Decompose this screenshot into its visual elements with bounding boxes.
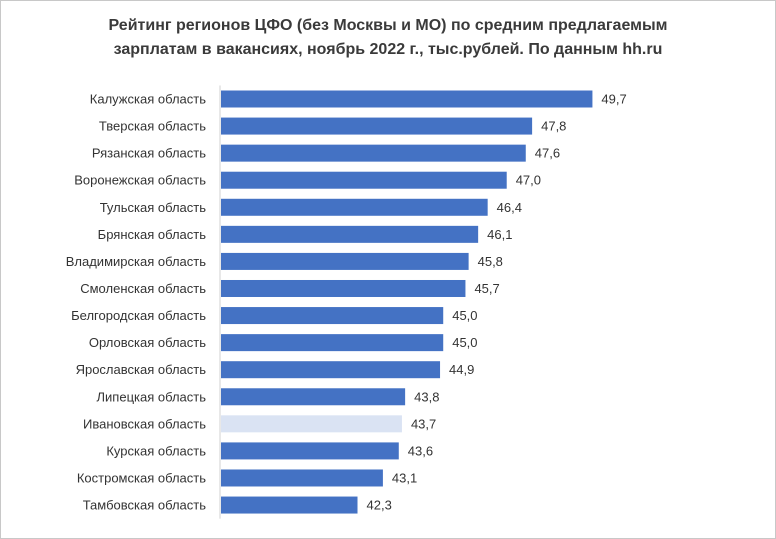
data-label: 46,1 bbox=[487, 227, 512, 242]
bar bbox=[221, 496, 358, 514]
category-label: Рязанская область bbox=[92, 146, 206, 161]
bar bbox=[221, 442, 399, 460]
bar bbox=[221, 90, 593, 108]
bar bbox=[221, 307, 444, 325]
data-label: 47,8 bbox=[541, 119, 566, 134]
chart-title-line-2: зарплатам в вакансиях, ноябрь 2022 г., т… bbox=[113, 41, 663, 58]
data-label: 45,0 bbox=[452, 335, 477, 350]
category-label: Воронежская область bbox=[74, 173, 206, 188]
data-label: 43,1 bbox=[392, 470, 417, 485]
category-label: Смоленская область bbox=[80, 281, 206, 296]
category-label: Брянская область bbox=[98, 227, 207, 242]
category-label: Тульская область bbox=[100, 200, 206, 215]
bar bbox=[221, 252, 469, 270]
data-label: 49,7 bbox=[601, 92, 626, 107]
bar bbox=[221, 117, 533, 135]
bar bbox=[221, 388, 406, 406]
data-label: 45,0 bbox=[452, 308, 477, 323]
category-label: Тамбовская область bbox=[83, 498, 207, 513]
category-label: Ивановская область bbox=[83, 416, 206, 431]
bar bbox=[221, 198, 488, 216]
category-label: Владимирская область bbox=[66, 254, 206, 269]
bar bbox=[221, 279, 466, 297]
bar bbox=[221, 171, 507, 189]
bar bbox=[221, 144, 526, 162]
bar bbox=[221, 361, 441, 379]
category-label: Липецкая область bbox=[97, 389, 207, 404]
category-label: Ярославская область bbox=[76, 362, 207, 377]
category-label: Тверская область bbox=[99, 119, 206, 134]
chart-title: Рейтинг регионов ЦФО (без Москвы и МО) п… bbox=[0, 14, 776, 62]
data-label: 43,8 bbox=[414, 389, 439, 404]
bar bbox=[221, 415, 402, 433]
data-label: 47,0 bbox=[516, 173, 541, 188]
data-label: 43,7 bbox=[411, 416, 436, 431]
category-label: Костромская область bbox=[77, 470, 206, 485]
data-label: 44,9 bbox=[449, 362, 474, 377]
bar bbox=[221, 225, 479, 243]
data-label: 45,8 bbox=[478, 254, 503, 269]
bar bbox=[221, 469, 383, 487]
bar bbox=[221, 334, 444, 352]
data-label: 43,6 bbox=[408, 443, 433, 458]
category-label: Орловская область bbox=[89, 335, 206, 350]
category-label: Калужская область bbox=[90, 92, 206, 107]
chart-title-line-1: Рейтинг регионов ЦФО (без Москвы и МО) п… bbox=[108, 17, 668, 34]
category-label: Белгородская область bbox=[71, 308, 206, 323]
data-label: 42,3 bbox=[367, 498, 392, 513]
data-label: 45,7 bbox=[474, 281, 499, 296]
data-label: 46,4 bbox=[497, 200, 522, 215]
category-label: Курская область bbox=[106, 443, 206, 458]
data-label: 47,6 bbox=[535, 146, 560, 161]
